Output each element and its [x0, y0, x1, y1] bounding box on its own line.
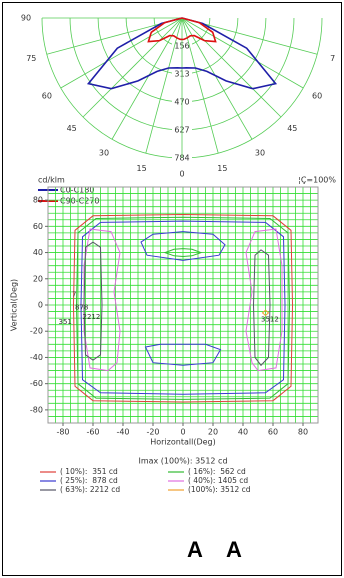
y-tick-label: -40 [30, 353, 43, 362]
x-tick-label: 0 [180, 428, 185, 437]
spoke [181, 17, 304, 89]
angle-label: 45 [67, 124, 77, 133]
x-tick-label: -40 [116, 428, 129, 437]
angle-label: 30 [255, 149, 265, 158]
y-tick-label: -80 [30, 405, 43, 414]
y-tick-label: 0 [38, 301, 43, 310]
spoke [60, 17, 183, 89]
spoke [145, 17, 183, 154]
contour-line [261, 309, 270, 317]
legend-label: ( 40%): 1405 cd [188, 476, 248, 485]
y-tick-label: 80 [33, 196, 43, 205]
contour-line [245, 228, 283, 372]
intensity-curve [86, 17, 278, 90]
angle-label: 15 [217, 164, 227, 173]
footer-letter: A [187, 537, 203, 562]
angle-label: 45 [287, 124, 297, 133]
spoke [181, 17, 282, 118]
legend-label: ( 10%): 351 cd [60, 467, 118, 476]
legend-label: ( 16%): 562 cd [188, 467, 246, 476]
efficiency-label: ¦Ç=100% [298, 176, 336, 185]
contour-line [140, 231, 226, 261]
x-axis-label: Horizontall(Deg) [150, 438, 215, 447]
contour-line [163, 248, 203, 258]
x-tick-label: 60 [268, 428, 278, 437]
contour-label: 878 [75, 304, 88, 312]
contour-line [144, 343, 222, 366]
x-tick-label: 40 [238, 428, 248, 437]
contour-label: 3512 [261, 315, 279, 323]
unit-label: cd/klm [38, 176, 65, 185]
footer-letter: A [226, 537, 242, 562]
legend-label: C90-C270 [60, 197, 100, 206]
y-tick-label: 40 [33, 248, 43, 257]
y-tick-label: -60 [30, 379, 43, 388]
spoke [82, 17, 183, 118]
spoke [181, 17, 253, 140]
contour-chart: -80 -60 -40 -20 0 20 40 60 80 80 60 40 20 0 -20 -40 -60 -… [10, 186, 319, 494]
legend-label: C0-C180 [60, 186, 94, 195]
spoke [181, 17, 219, 154]
imax-note: Imax (100%): 3512 cd [138, 457, 227, 466]
contour-line [75, 216, 291, 400]
angle-label: 15 [137, 164, 147, 173]
x-tick-label: 80 [298, 428, 308, 437]
y-tick-label: 60 [33, 222, 43, 231]
angle-label: 30 [99, 149, 109, 158]
x-tick-label: 20 [208, 428, 218, 437]
contour-line [72, 213, 294, 403]
legend-label: ( 25%): 878 cd [60, 476, 118, 485]
contour-line [252, 249, 271, 367]
contour-label: 2212 [83, 313, 101, 321]
angle-label: 0 [179, 170, 184, 179]
angle-label: 60 [312, 92, 322, 101]
angle-label: 7 [330, 54, 335, 63]
y-tick-label: 20 [33, 274, 43, 283]
angle-label: 60 [42, 92, 52, 101]
x-tick-label: -60 [86, 428, 99, 437]
legend-label: ( 63%): 2212 cd [60, 485, 120, 494]
legend-label: (100%): 3512 cd [188, 485, 251, 494]
y-axis-label: Vertical(Deg) [10, 279, 19, 331]
intensity-curve [147, 17, 217, 43]
contour-label: 351 [59, 318, 72, 326]
angle-label: 90 [21, 14, 31, 23]
x-tick-label: -20 [146, 428, 159, 437]
x-tick-label: -80 [56, 428, 69, 437]
contour-line [80, 220, 286, 395]
polar-chart: 1563134706277849075604530150153045607C0-… [21, 14, 336, 206]
contour-line [83, 241, 103, 361]
contour-label: 7 [72, 291, 76, 299]
spoke [111, 17, 183, 140]
y-tick-label: -20 [30, 327, 43, 336]
angle-label: 75 [26, 54, 36, 63]
